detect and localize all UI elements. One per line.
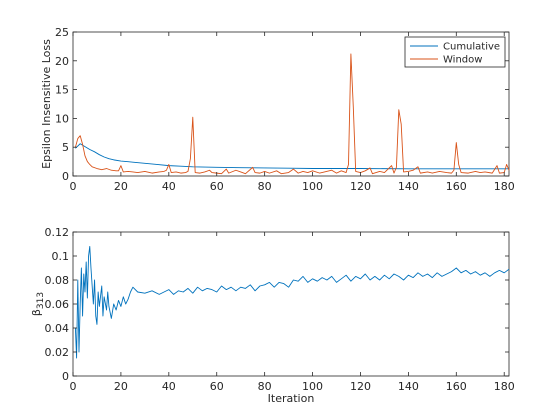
bottom-axis-ticks: 0 20 40 60 80 100 120 140 160 180 0 0.02 0.04 0.06 0.0… [45, 226, 515, 393]
y-tick-label: 20 [55, 55, 69, 68]
x-tick-label: 120 [350, 180, 371, 193]
x-tick-label: 20 [114, 180, 128, 193]
x-tick-label: 100 [302, 180, 323, 193]
x-tick-label: 100 [302, 380, 323, 393]
legend-label: Window [443, 55, 482, 66]
y-tick-label: 0 [62, 370, 69, 383]
bottom-y-axis-label: β313 [30, 292, 46, 316]
x-tick-label: 80 [258, 180, 272, 193]
bottom-plot-lines [74, 245, 510, 359]
legend: Cumulative Window [404, 36, 506, 68]
beta-symbol: β [30, 309, 43, 316]
y-tick-label: 15 [55, 84, 69, 97]
top-loss-chart: 0 20 40 60 80 100 120 140 160 180 0 5 10 15 20 25 Epsil… [40, 26, 515, 193]
y-tick-label: 25 [55, 26, 69, 39]
y-tick-label: 0.08 [45, 274, 70, 287]
x-tick-label: 140 [398, 180, 419, 193]
series-line-beta [74, 245, 510, 359]
top-y-axis-label: Epsilon Insensitive Loss [40, 39, 53, 169]
x-tick-label: 140 [398, 380, 419, 393]
y-tick-label: 0.1 [52, 250, 70, 263]
y-tick-label: 5 [62, 141, 69, 154]
x-tick-label: 160 [446, 380, 467, 393]
series-line-window [74, 53, 510, 175]
bottom-x-axis-label: Iteration [268, 392, 315, 405]
legend-box [404, 36, 506, 68]
x-tick-label: 180 [494, 180, 515, 193]
x-tick-label: 40 [162, 380, 176, 393]
y-tick-label: 0.12 [45, 226, 70, 239]
top-plot-lines [74, 53, 510, 175]
series-line-cumulative [75, 143, 509, 170]
x-tick-label: 120 [350, 380, 371, 393]
y-tick-label: 0.04 [45, 322, 70, 335]
x-tick-label: 40 [162, 180, 176, 193]
x-tick-label: 80 [258, 380, 272, 393]
x-tick-label: 160 [446, 180, 467, 193]
x-tick-label: 60 [210, 380, 224, 393]
y-tick-label: 0.06 [45, 298, 70, 311]
y-tick-label: 0 [62, 170, 69, 183]
legend-label: Cumulative [443, 42, 500, 53]
x-tick-label: 0 [70, 180, 77, 193]
x-tick-label: 180 [494, 380, 515, 393]
top-plot-area [72, 31, 510, 177]
bottom-beta-chart: 0 20 40 60 80 100 120 140 160 180 0 0.02 0.04 0.06 0.0… [30, 226, 515, 405]
x-tick-label: 60 [210, 180, 224, 193]
bottom-plot-area [72, 231, 510, 377]
x-tick-label: 0 [70, 380, 77, 393]
x-tick-label: 20 [114, 380, 128, 393]
top-axis-ticks: 0 20 40 60 80 100 120 140 160 180 0 5 10 15 20 25 [55, 26, 515, 193]
y-tick-label: 10 [55, 112, 69, 125]
y-tick-label: 0.02 [45, 346, 70, 359]
beta-subscript: 313 [36, 292, 46, 309]
